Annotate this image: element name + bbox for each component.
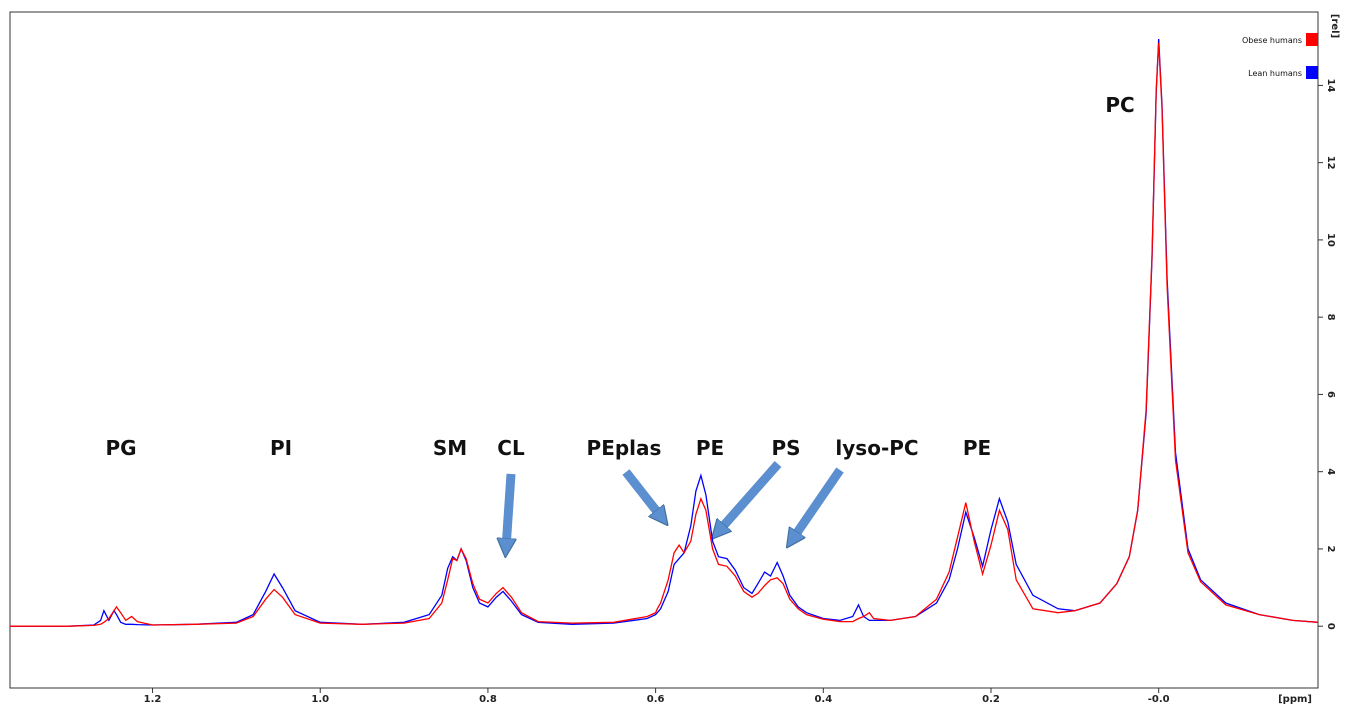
spectrum-line [10,38,1319,627]
legend-label: Obese humans [1242,36,1302,45]
peak-label: PI [270,436,292,460]
y-tick-label: 8 [1325,314,1336,321]
x-tick-label: 1.0 [311,694,329,705]
peak-label: PS [771,436,800,460]
x-tick-label: 0.4 [814,694,832,705]
legend-swatch [1306,33,1318,46]
y-tick-label: 12 [1325,156,1336,170]
x-tick-label: 0.6 [647,694,665,705]
y-tick-label: 14 [1325,78,1336,92]
peak-label: CL [497,436,525,460]
x-tick-label: -0.0 [1148,694,1170,705]
peak-label: PE [963,436,991,460]
x-axis-label: [ppm] [1278,694,1312,705]
arrow [792,467,844,540]
y-tick-label: 6 [1325,391,1336,398]
arrow [718,461,782,532]
y-axis-label: [rel] [1329,14,1340,38]
y-tick-label: 2 [1325,545,1336,552]
legend-swatch [1306,66,1318,79]
peak-label: PE [696,436,724,460]
x-tick-label: 0.8 [479,694,497,705]
peak-label: PC [1105,93,1134,117]
y-tick-label: 4 [1325,468,1336,475]
arrow [506,473,511,548]
peak-label: PG [105,436,136,460]
legend-label: Lean humans [1248,69,1302,78]
y-tick-label: 10 [1325,233,1336,247]
y-tick-label: 0 [1325,623,1336,630]
spectrum-line [10,42,1319,627]
x-tick-label: 0.2 [982,694,1000,705]
peak-label: PEplas [587,436,662,460]
peak-label: lyso-PC [835,436,918,460]
peak-label: SM [433,436,467,460]
plot-frame [9,11,1319,689]
arrow [622,469,662,518]
x-tick-label: 1.2 [144,694,162,705]
arrows [506,461,844,548]
